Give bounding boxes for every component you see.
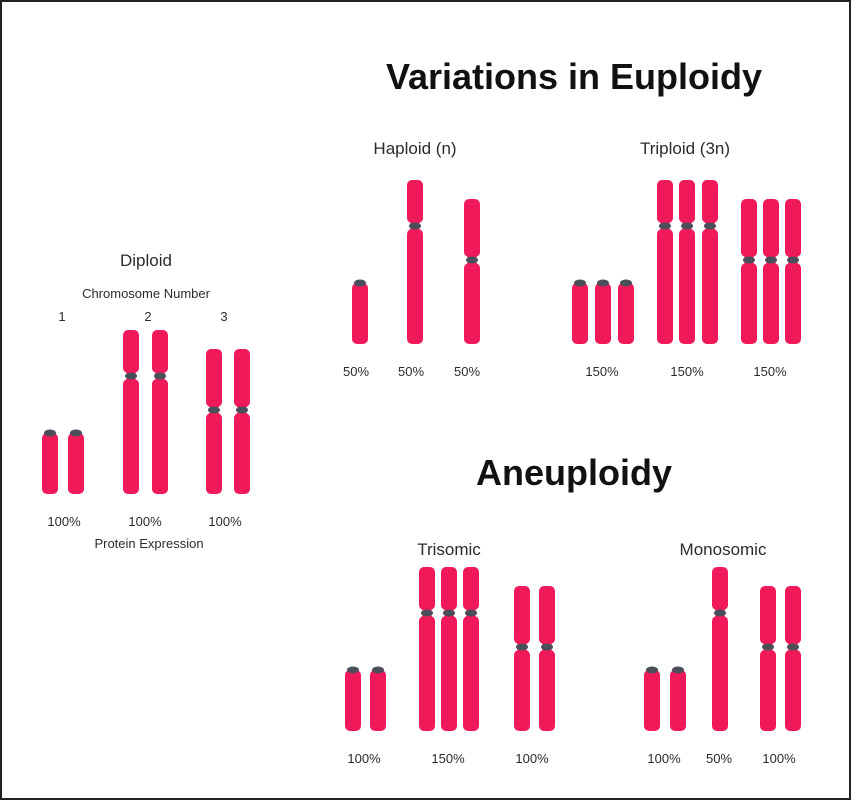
monosomic-chr1-b <box>670 666 686 731</box>
triploid-chr3-b-centromere <box>765 256 777 264</box>
diploid-chr3-a <box>206 349 222 494</box>
trisomic-expression-3: 100% <box>515 751 549 766</box>
haploid-expression-1: 50% <box>342 364 370 379</box>
diploid-chr3-b <box>234 349 250 494</box>
triploid-chr3-c <box>785 199 801 344</box>
diploid-chr3-a-centromere <box>208 406 220 414</box>
diploid-chr1-a <box>42 429 58 494</box>
aneuploidy-heading: Aneuploidy <box>476 452 672 493</box>
monosomic-expression-1: 100% <box>647 751 681 766</box>
chromosome-number-3: 3 <box>220 309 228 324</box>
trisomic-chr2-a-centromere <box>421 609 433 617</box>
haploid-chr2 <box>407 180 423 344</box>
triploid-title: Triploid (3n) <box>639 139 731 158</box>
triploid-chr1-a-centromere <box>574 279 586 287</box>
diploid-expression-1: 100% <box>47 514 81 529</box>
diploid-chr3-b-centromere <box>236 406 248 414</box>
triploid-chr1-a <box>572 279 588 344</box>
haploid-chr2-centromere <box>409 222 421 230</box>
diploid-chr2-a-centromere <box>125 372 137 380</box>
diploid-chr1-b <box>68 429 84 494</box>
chromosome-number-1: 1 <box>58 309 66 324</box>
protein-expression-label: Protein Expression <box>94 536 204 551</box>
triploid-chr2-a-centromere <box>659 222 671 230</box>
diploid-chr2-b <box>152 330 168 494</box>
triploid-chr1-b <box>595 279 611 344</box>
triploid-chr2-c-centromere <box>704 222 716 230</box>
haploid-title: Haploid (n) <box>373 139 457 158</box>
trisomic-chr1-a-centromere <box>347 666 359 674</box>
monosomic-chr1-b-centromere <box>672 666 684 674</box>
trisomic-expression-2: 150% <box>431 751 465 766</box>
diploid-title: Diploid <box>120 251 172 270</box>
trisomic-chr2-b <box>441 567 457 731</box>
trisomic-chr2-a <box>419 567 435 731</box>
diploid-expression-3: 100% <box>208 514 242 529</box>
haploid-chr1-centromere <box>354 279 366 287</box>
triploid-expression-3: 150% <box>753 364 787 379</box>
diploid-chr1-a-centromere <box>44 429 56 437</box>
monosomic-chr1-a-centromere <box>646 666 658 674</box>
triploid-chr2-b <box>679 180 695 344</box>
chromosome-number-2: 2 <box>144 309 152 324</box>
trisomic-chr2-c-centromere <box>465 609 477 617</box>
monosomic-title: Monosomic <box>679 540 767 559</box>
chromosome-number-label: Chromosome Number <box>82 286 210 301</box>
trisomic-title: Trisomic <box>417 540 481 559</box>
trisomic-expression-1: 100% <box>347 751 381 766</box>
trisomic-chr2-c <box>463 567 479 731</box>
monosomic-chr3-b-centromere <box>787 643 799 651</box>
euploidy-heading: Variations in Euploidy <box>385 56 763 97</box>
haploid-chr3-centromere <box>466 256 478 264</box>
triploid-chr3-c-centromere <box>787 256 799 264</box>
trisomic-chr3-b <box>539 586 555 731</box>
trisomic-chr1-b-centromere <box>372 666 384 674</box>
trisomic-chr3-b-centromere <box>541 643 553 651</box>
trisomic-chr1-b <box>370 666 386 731</box>
haploid-expression-2: 50% <box>397 364 425 379</box>
triploid-chr3-a-centromere <box>743 256 755 264</box>
monosomic-chr2-centromere <box>714 609 726 617</box>
triploid-chr2-c <box>702 180 718 344</box>
trisomic-chr1-a <box>345 666 361 731</box>
trisomic-chr3-a <box>514 586 530 731</box>
triploid-expression-1: 150% <box>585 364 619 379</box>
haploid-chr3 <box>464 199 480 344</box>
triploid-chr2-b-centromere <box>681 222 693 230</box>
triploid-chr1-b-centromere <box>597 279 609 287</box>
monosomic-chr3-a-centromere <box>762 643 774 651</box>
triploid-chr1-c-centromere <box>620 279 632 287</box>
haploid-expression-3: 50% <box>453 364 481 379</box>
diploid-chr1-b-centromere <box>70 429 82 437</box>
monosomic-expression-3: 100% <box>762 751 796 766</box>
triploid-chr3-b <box>763 199 779 344</box>
triploid-chr3-a <box>741 199 757 344</box>
trisomic-chr2-b-centromere <box>443 609 455 617</box>
haploid-chr1 <box>352 279 368 344</box>
triploid-chr2-a <box>657 180 673 344</box>
monosomic-chr3-b <box>785 586 801 731</box>
trisomic-chr3-a-centromere <box>516 643 528 651</box>
monosomic-chr3-a <box>760 586 776 731</box>
triploid-chr1-c <box>618 279 634 344</box>
monosomic-expression-2: 50% <box>705 751 733 766</box>
diploid-chr2-a <box>123 330 139 494</box>
monosomic-chr1-a <box>644 666 660 731</box>
monosomic-chr2 <box>712 567 728 731</box>
diploid-chr2-b-centromere <box>154 372 166 380</box>
diploid-expression-2: 100% <box>128 514 162 529</box>
triploid-expression-2: 150% <box>670 364 704 379</box>
